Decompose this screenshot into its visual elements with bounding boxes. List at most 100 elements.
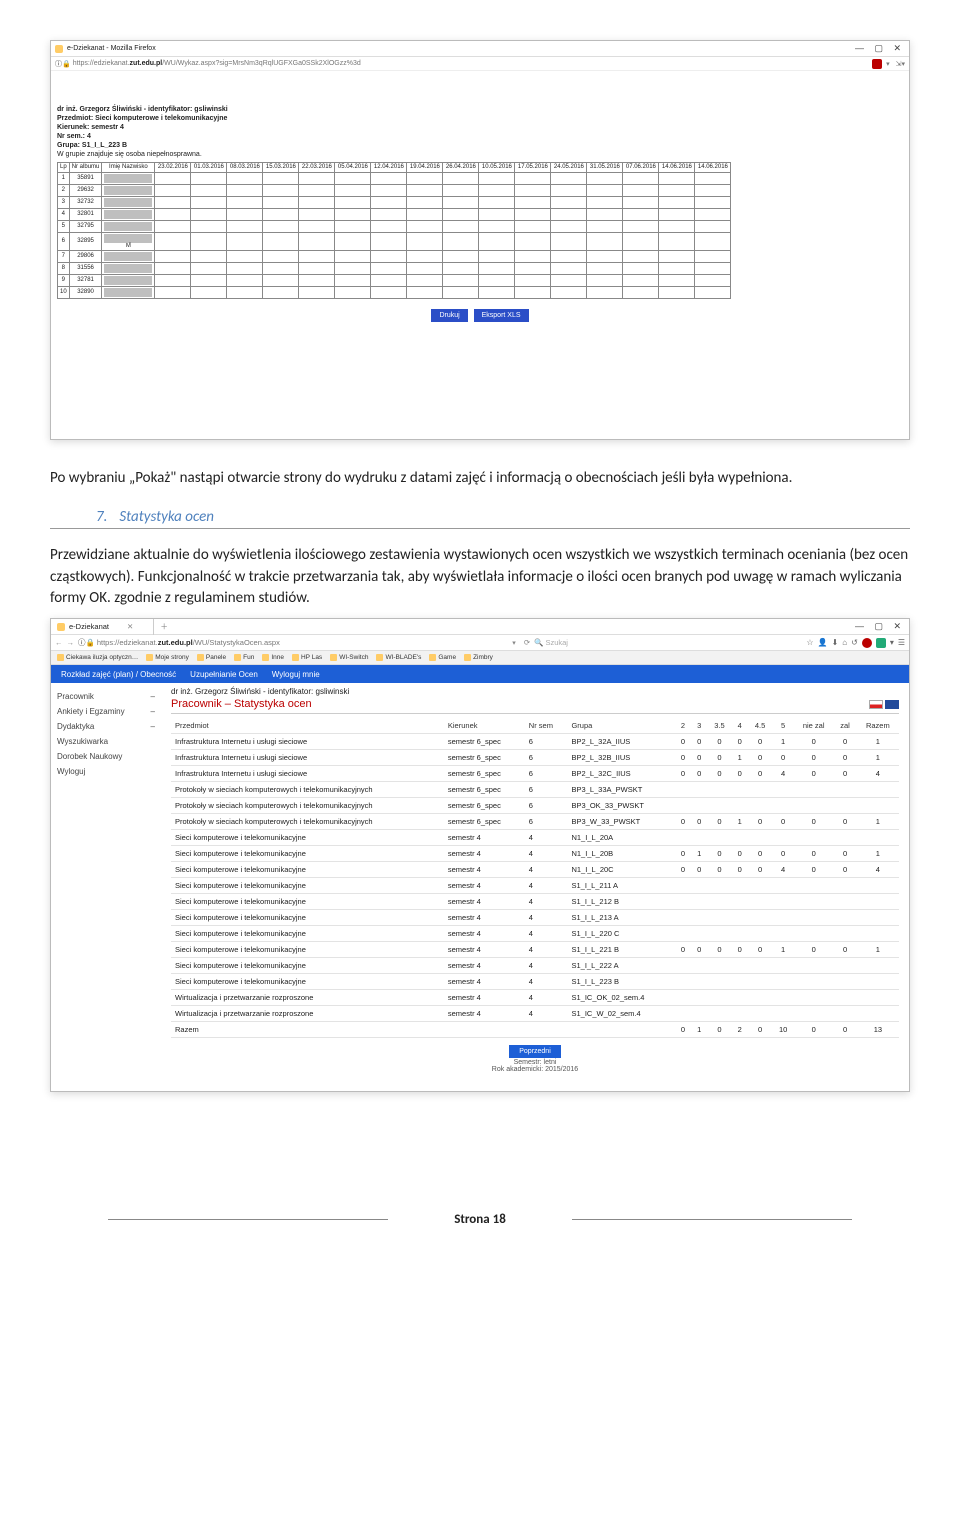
self-icon[interactable]: 👤 — [818, 638, 828, 647]
home-icon[interactable]: ⌂ — [842, 638, 847, 647]
nav-item[interactable]: Wyloguj mnie — [272, 670, 320, 679]
sidebar-item[interactable]: Dydaktyka– — [57, 719, 155, 734]
bookmark-item[interactable]: Panele — [197, 654, 226, 661]
stats-footer: Semestr: letni Rok akademicki: 2015/2016 — [171, 1059, 899, 1073]
favicon-icon — [57, 623, 65, 631]
stats-table: PrzedmiotKierunekNr semGrupa233.544.55ni… — [171, 718, 899, 1038]
export-xls-button[interactable]: Eksport XLS — [474, 309, 529, 322]
total-row: Razem01020100013 — [171, 1022, 899, 1038]
table-row: Protokoły w sieciach komputerowych i tel… — [171, 798, 899, 814]
table-row: Sieci komputerowe i telekomunikacyjnesem… — [171, 942, 899, 958]
table-row: Infrastruktura Internetu i usługi siecio… — [171, 734, 899, 750]
page-title: Pracownik – Statystyka ocen — [171, 698, 899, 714]
page-body: dr inż. Grzegorz Śliwiński - identyfikat… — [51, 71, 909, 328]
paragraph-2: Przewidziane aktualnie do wyświetlenia i… — [50, 545, 910, 610]
window-title: e-Dziekanat - Mozilla Firefox — [67, 45, 156, 52]
prev-button-row: Poprzedni — [171, 1046, 899, 1055]
sidebar-item[interactable]: Dorobek Naukowy — [57, 749, 155, 764]
star-icon[interactable]: ☆ — [806, 638, 813, 647]
footer-rule-right — [572, 1219, 852, 1220]
table-row: Sieci komputerowe i telekomunikacyjnesem… — [171, 830, 899, 846]
bookmarks-bar: Ciekawa iluzja optyczn… Moje strony Panele… — [51, 651, 909, 665]
lock-icon: 🔒 — [62, 60, 71, 68]
sidebar-item[interactable]: Pracownik– — [57, 689, 155, 704]
window-titlebar: e-Dziekanat - Mozilla Firefox — ▢ ✕ — [51, 41, 909, 57]
table-row: Sieci komputerowe i telekomunikacyjnesem… — [171, 958, 899, 974]
table-row: Sieci komputerowe i telekomunikacyjnesem… — [171, 878, 899, 894]
ublock-icon[interactable] — [872, 59, 882, 69]
prev-button[interactable]: Poprzedni — [509, 1045, 561, 1058]
hamburger-icon[interactable]: ☰ — [898, 638, 905, 647]
sidebar-item[interactable]: Wyszukiwarka — [57, 734, 155, 749]
table-row: Sieci komputerowe i telekomunikacyjnesem… — [171, 974, 899, 990]
content-area: Pracownik–Ankiety i Egzaminy–Dydaktyka–W… — [51, 683, 909, 1091]
sidebar-item[interactable]: Ankiety i Egzaminy– — [57, 704, 155, 719]
window-titlebar: e-Dziekanat ✕ ＋ — ▢ ✕ — [51, 619, 909, 635]
url-text: https://edziekanat.zut.edu.pl/WU/Statyst… — [97, 638, 280, 647]
nav-back-icon[interactable]: ← — [55, 638, 63, 647]
dropdown-icon[interactable]: ▾ — [512, 639, 516, 647]
table-row: Infrastruktura Internetu i usługi siecio… — [171, 766, 899, 782]
bookmark-item[interactable]: Fun — [234, 654, 254, 661]
table-row: Wirtualizacja i przetwarzanie rozproszon… — [171, 1006, 899, 1022]
table-row: Infrastruktura Internetu i usługi siecio… — [171, 750, 899, 766]
bookmark-item[interactable]: Inne — [262, 654, 284, 661]
bookmark-item[interactable]: WI-BLADE's — [376, 654, 421, 661]
address-bar[interactable]: ⓘ 🔒 https://edziekanat.zut.edu.pl/WU/Wyk… — [51, 57, 909, 71]
reload-icon[interactable]: ⟳ — [524, 638, 530, 647]
ublock-icon[interactable] — [862, 638, 872, 648]
search-icon: 🔍 — [534, 638, 543, 647]
bookmark-item[interactable]: WI-Switch — [330, 654, 368, 661]
addon-icon[interactable] — [876, 638, 886, 648]
info-icon: ⓘ — [78, 637, 86, 648]
info-icon: ⓘ — [55, 59, 62, 69]
flag-uk-icon[interactable] — [885, 700, 899, 709]
heading-rule — [50, 528, 910, 529]
tab-close-icon[interactable]: ✕ — [127, 622, 133, 631]
bookmark-item[interactable]: Ciekawa iluzja optyczn… — [57, 654, 138, 661]
heading-7: 7.Statystyka ocen — [96, 508, 910, 526]
screenshot-attendance: e-Dziekanat - Mozilla Firefox — ▢ ✕ ⓘ 🔒 … — [50, 40, 910, 440]
bookmark-item[interactable]: Moje strony — [146, 654, 189, 661]
table-row: Sieci komputerowe i telekomunikacyjnesem… — [171, 846, 899, 862]
page-actions-icon[interactable]: ⇲▾ — [896, 60, 905, 68]
table-row: Protokoły w sieciach komputerowych i tel… — [171, 814, 899, 830]
print-button[interactable]: Drukuj — [431, 309, 467, 322]
language-flags — [869, 700, 899, 709]
identifier-line: dr inż. Grzegorz Śliwiński - identyfikat… — [171, 687, 899, 696]
nav-item[interactable]: Uzupełnianie Ocen — [190, 670, 258, 679]
nav-fwd-icon[interactable]: → — [67, 638, 75, 647]
page-number: Strona 18 — [454, 1212, 506, 1227]
button-row: Drukuj Eksport XLS — [57, 309, 903, 322]
nav-item[interactable]: Rozkład zajęć (plan) / Obecność — [61, 670, 176, 679]
new-tab-button[interactable]: ＋ — [154, 621, 174, 632]
bookmark-item[interactable]: HP Las — [292, 654, 322, 661]
tab-title: e-Dziekanat — [69, 622, 109, 631]
sidebar-item[interactable]: Wyloguj — [57, 764, 155, 779]
page-footer: Strona 18 — [50, 1212, 910, 1227]
sync-icon[interactable]: ↺ — [851, 638, 858, 647]
bookmark-item[interactable]: Game — [429, 654, 456, 661]
window-controls[interactable]: — ▢ ✕ — [855, 621, 909, 632]
attendance-table: LpNr albumuImię Nazwisko23.02.201601.03.… — [57, 162, 731, 299]
table-row: Sieci komputerowe i telekomunikacyjnesem… — [171, 910, 899, 926]
menu-dropdown-icon[interactable]: ▾ — [890, 638, 894, 647]
browser-tab[interactable]: e-Dziekanat ✕ — [51, 619, 154, 635]
bookmark-item[interactable]: Zimbry — [464, 654, 493, 661]
favicon-icon — [55, 45, 63, 53]
table-row: Protokoły w sieciach komputerowych i tel… — [171, 782, 899, 798]
flag-pl-icon[interactable] — [869, 700, 883, 709]
search-placeholder: Szukaj — [545, 638, 568, 647]
main-panel: dr inż. Grzegorz Śliwiński - identyfikat… — [161, 683, 909, 1091]
menu-dropdown-icon[interactable]: ▾ — [886, 60, 890, 68]
download-icon[interactable]: ⬇ — [832, 638, 839, 647]
meta-block: dr inż. Grzegorz Śliwiński - identyfikat… — [57, 105, 903, 160]
paragraph-1: Po wybraniu „Pokaż" nastąpi otwarcie str… — [50, 468, 910, 490]
sidebar: Pracownik–Ankiety i Egzaminy–Dydaktyka–W… — [51, 683, 161, 1091]
footer-rule-left — [108, 1219, 388, 1220]
app-nav: Rozkład zajęć (plan) / Obecność Uzupełnia… — [51, 665, 909, 683]
window-controls[interactable]: — ▢ ✕ — [855, 43, 905, 54]
search-box[interactable]: 🔍 Szukaj — [534, 638, 568, 647]
address-bar[interactable]: ← → ⓘ 🔒 https://edziekanat.zut.edu.pl/WU… — [51, 635, 909, 651]
table-row: Wirtualizacja i przetwarzanie rozproszon… — [171, 990, 899, 1006]
